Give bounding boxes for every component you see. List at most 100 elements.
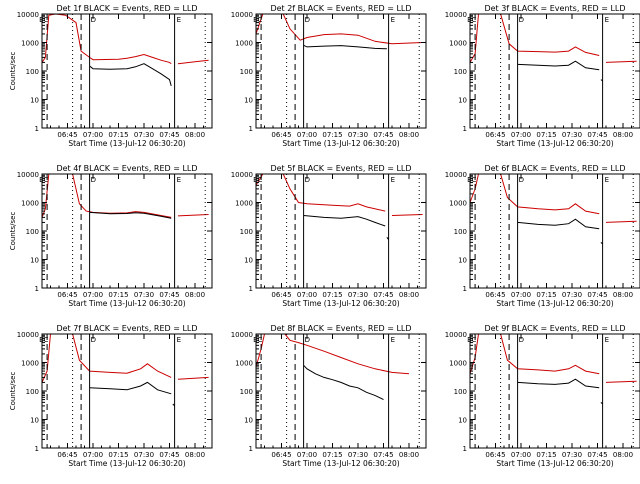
x-tick-label: 07:00 [511,131,531,139]
x-tick-label: 07:45 [587,451,607,459]
x-tick-label: 07:00 [511,451,531,459]
plot-frame [255,173,427,289]
chart-title: Det 9f BLACK = Events, RED = LLD [484,324,625,333]
y-tick-label: 10 [30,417,39,425]
corner-label-e: E [391,176,395,184]
x-tick-label: 06:45 [57,131,77,139]
series-lld-line-0 [256,14,423,45]
y-tick-label: 1000 [21,40,39,48]
y-tick-label: 1 [249,445,253,453]
x-tick-label: 07:30 [348,291,368,299]
series-lld-line-1 [605,220,637,223]
series-events-line-2 [517,60,600,71]
series-events-line-2 [303,215,386,227]
x-axis-label: Start Time (13-Jul-12 06:30:20) [68,299,185,308]
y-tick-label: 100 [240,228,253,236]
y-tick-label: 1000 [21,200,39,208]
series-lld-line-0 [470,334,600,375]
series-lld-line-0 [42,334,172,383]
series-lld-line-0 [470,14,600,63]
x-tick-label: 08:00 [613,451,633,459]
y-tick-label: 10000 [445,331,467,339]
plot-frame [41,173,213,289]
corner-label-e: E [177,176,181,184]
corner-label-e: E [177,16,181,24]
y-axis-label: Counts/sec [9,52,17,91]
x-tick-label: 08:00 [185,451,205,459]
x-tick-label: 08:00 [399,451,419,459]
y-tick-label: 10000 [445,171,467,179]
x-tick-label: 07:30 [134,291,154,299]
y-tick-label: 1 [463,125,467,133]
corner-label-e: E [605,176,609,184]
x-tick-label: 07:15 [322,131,342,139]
y-tick-label: 10 [458,257,467,265]
x-tick-label: 07:00 [83,451,103,459]
x-tick-label: 07:30 [562,451,582,459]
y-tick-label: 10000 [231,11,253,19]
x-tick-label: 07:00 [297,291,317,299]
corner-label-d: D [91,336,96,344]
corner-label-e: E [391,336,395,344]
x-axis-label: Start Time (13-Jul-12 06:30:20) [68,459,185,468]
y-tick-label: 10 [30,257,39,265]
series-lld-line-0 [256,174,386,212]
y-tick-label: 1 [35,285,39,293]
y-tick-label: 1 [249,285,253,293]
x-tick-label: 07:30 [134,451,154,459]
y-tick-label: 1 [463,445,467,453]
y-tick-label: 10000 [17,171,39,179]
x-tick-label: 07:45 [159,131,179,139]
chart-title: Det 2f BLACK = Events, RED = LLD [270,4,411,13]
y-tick-label: 10 [458,417,467,425]
y-tick-label: 1000 [449,360,467,368]
y-tick-label: 1 [249,125,253,133]
corner-label-e: E [605,16,609,24]
y-tick-label: 1000 [235,360,253,368]
x-tick-label: 08:00 [399,131,419,139]
x-tick-label: 06:45 [271,291,291,299]
x-axis-label: Start Time (13-Jul-12 06:30:20) [496,299,613,308]
series-lld-line-0 [42,14,172,65]
y-tick-label: 100 [26,68,39,76]
y-tick-label: 10000 [17,11,39,19]
series-events-line-2 [89,381,172,395]
x-tick-label: 07:00 [297,451,317,459]
chart-title: Det 1f BLACK = Events, RED = LLD [56,4,197,13]
corner-label-d: D [519,336,524,344]
x-tick-label: 07:15 [536,131,556,139]
x-tick-label: 07:00 [83,291,103,299]
x-tick-label: 07:15 [108,291,128,299]
corner-label-d: D [91,16,96,24]
x-tick-label: 07:00 [511,291,531,299]
y-tick-label: 10 [458,97,467,105]
y-tick-label: 1000 [235,40,253,48]
y-tick-label: 1 [35,125,39,133]
y-tick-label: 1 [35,445,39,453]
y-axis-label: Counts/sec [9,372,17,411]
y-tick-label: 100 [26,388,39,396]
x-axis-label: Start Time (13-Jul-12 06:30:20) [496,139,613,148]
series-lld-line-1 [177,376,209,380]
y-tick-label: 100 [454,68,467,76]
x-tick-label: 08:00 [613,131,633,139]
x-tick-label: 08:00 [399,291,419,299]
y-tick-label: 100 [26,228,39,236]
x-tick-label: 07:15 [108,451,128,459]
corner-label-d: D [519,176,524,184]
corner-label-d: D [305,16,310,24]
x-tick-label: 07:30 [562,291,582,299]
x-tick-label: 07:45 [373,291,393,299]
x-tick-label: 07:45 [587,131,607,139]
x-tick-label: 06:45 [271,451,291,459]
x-tick-label: 07:30 [134,131,154,139]
x-tick-label: 07:30 [348,131,368,139]
x-tick-label: 08:00 [185,291,205,299]
series-events-line-2 [89,63,172,87]
y-tick-label: 100 [454,228,467,236]
series-events-line-2 [517,378,600,389]
x-tick-label: 07:15 [322,291,342,299]
